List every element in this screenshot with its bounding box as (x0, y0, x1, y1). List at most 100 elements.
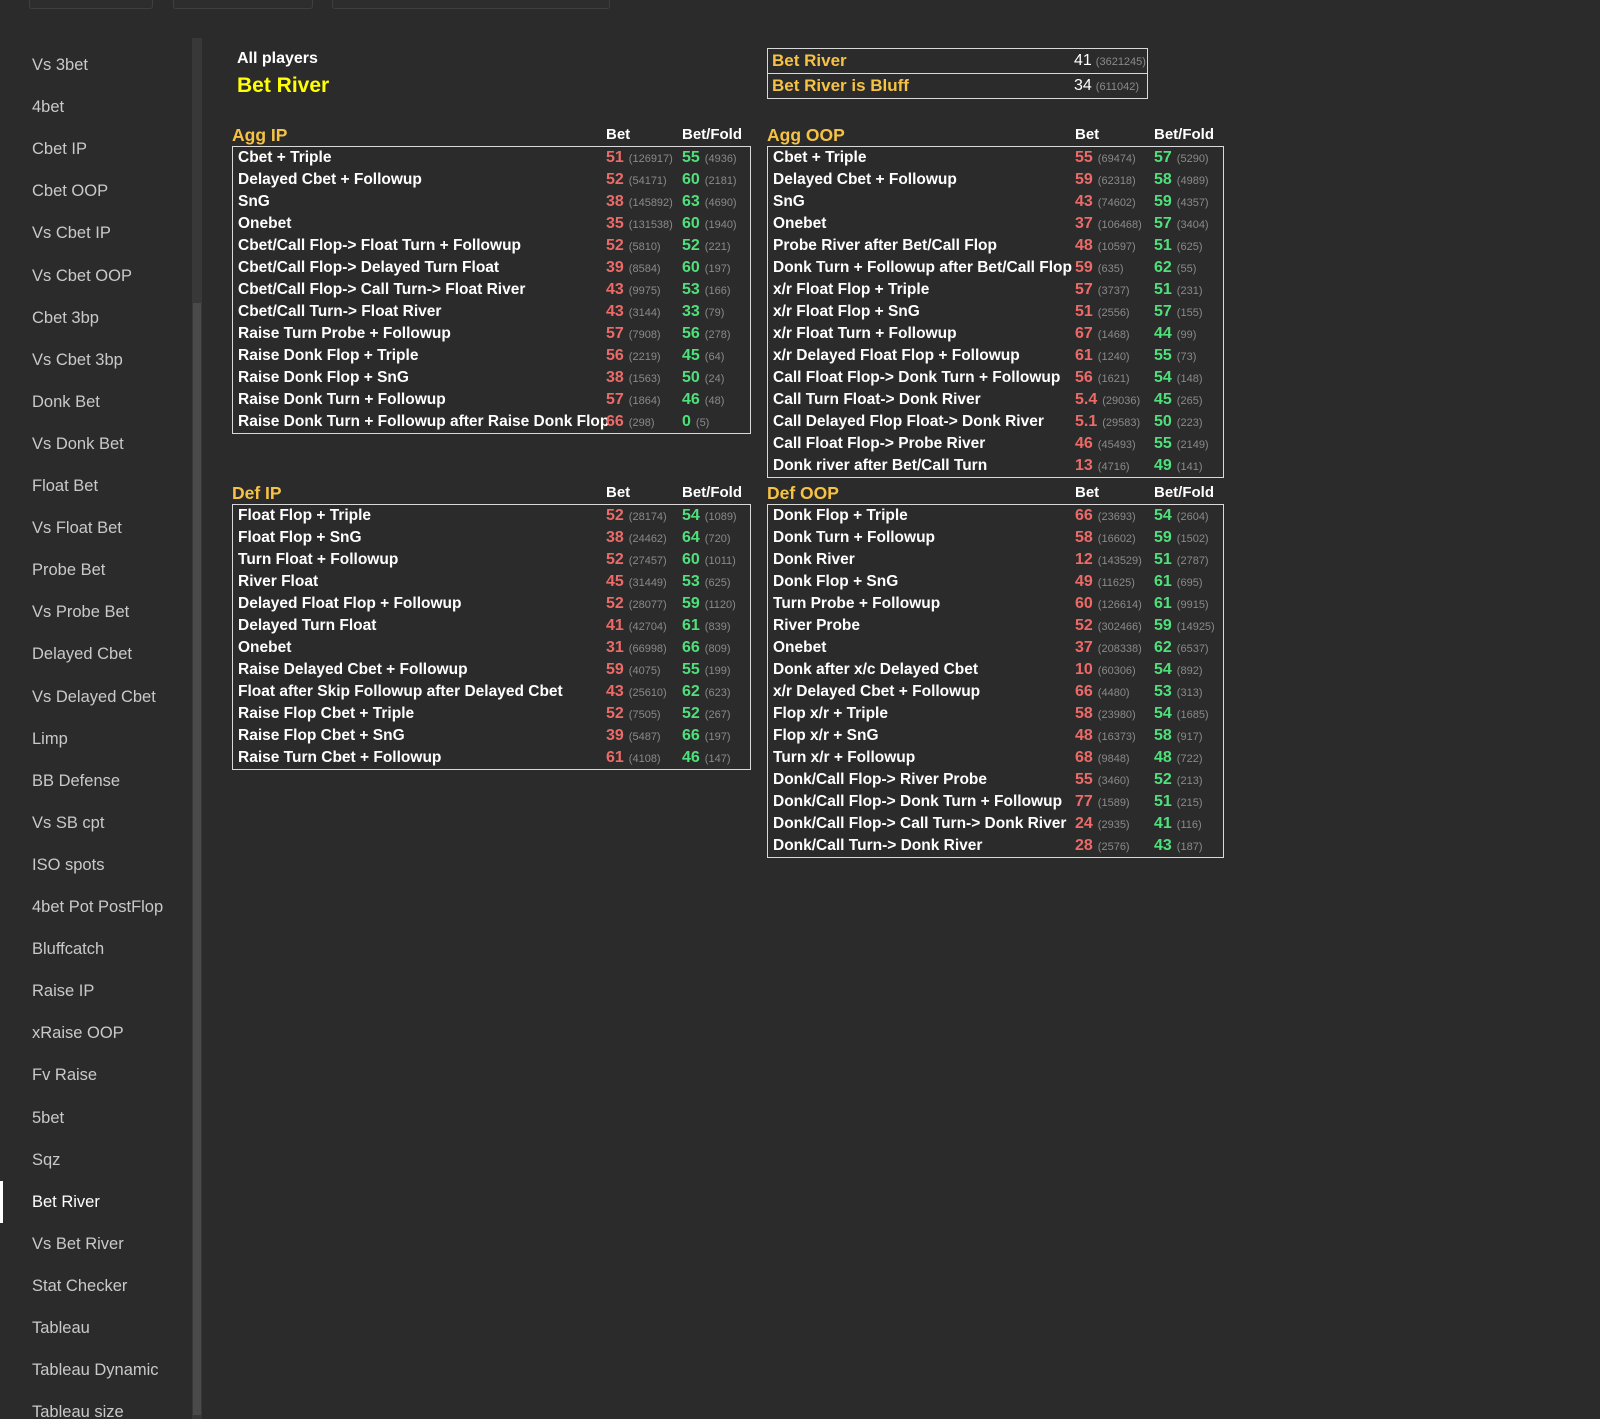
sidebar-item-probe-bet[interactable]: Probe Bet (32, 561, 106, 580)
bet-fold-count: (1502) (1176, 533, 1209, 545)
row-label: x/r Float Turn + Followup (773, 325, 957, 342)
bet-value: 28 (2576) (1075, 835, 1130, 858)
bet-fold-count: (625) (704, 577, 731, 589)
table-row: Donk Flop + Triple 66 (23693) 54 (2604) (768, 505, 1223, 527)
row-label: Raise Donk Turn + Followup (238, 391, 446, 408)
bet-fold-count: (839) (704, 621, 731, 633)
bet-value: 61 (1240) (1075, 345, 1130, 368)
summary-value-count: (3621245) (1095, 56, 1146, 68)
bet-fold-count: (147) (704, 753, 731, 765)
column-header-bet-fold: Bet/Fold (1154, 126, 1214, 143)
sidebar-item-cbet-ip[interactable]: Cbet IP (32, 140, 88, 159)
column-header-bet: Bet (1075, 484, 1100, 501)
table-row: Delayed Cbet + Followup 52 (54171) 60 (2181) (233, 169, 750, 191)
row-label: Float after Skip Followup after Delayed … (238, 683, 563, 700)
sidebar-item-raise-ip[interactable]: Raise IP (32, 982, 95, 1001)
sidebar-item-cbet-oop[interactable]: Cbet OOP (32, 182, 109, 201)
top-tab-1[interactable] (29, 0, 153, 9)
row-label: Donk/Call Turn-> Donk River (773, 837, 983, 854)
sidebar-scrollbar-thumb[interactable] (193, 303, 201, 1415)
bet-percent: 52 (606, 551, 624, 568)
bet-percent: 68 (1075, 749, 1093, 766)
row-label: Call Turn Float-> Donk River (773, 391, 981, 408)
sidebar-item-donk-bet[interactable]: Donk Bet (32, 392, 100, 411)
bet-value: 43 (3144) (606, 301, 661, 324)
top-tab-2[interactable] (173, 0, 313, 9)
bet-count: (1589) (1097, 797, 1130, 809)
bet-fold-count: (73) (1176, 351, 1197, 363)
sidebar-item-float-bet[interactable]: Float Bet (32, 477, 99, 495)
sidebar-item-5bet[interactable]: 5bet (32, 1108, 65, 1127)
sidebar-item-vs-3bet[interactable]: Vs 3bet (32, 56, 88, 74)
bet-percent: 43 (606, 683, 624, 700)
bet-percent: 52 (1075, 617, 1093, 634)
sidebar-item-vs-donk-bet[interactable]: Vs Donk Bet (32, 434, 124, 453)
sidebar-item-iso-spots[interactable]: ISO spots (32, 855, 105, 874)
bet-percent: 66 (1075, 683, 1093, 700)
row-label: Donk Turn + Followup after Bet/Call Flop (773, 259, 1072, 276)
bet-fold-count: (3404) (1176, 219, 1209, 231)
bet-fold-count: (623) (704, 687, 731, 699)
table-row: Raise Flop Cbet + Triple 52 (7505) 52 (267) (233, 703, 750, 725)
summary-label: Bet River (772, 51, 847, 70)
bet-fold-percent: 52 (1154, 771, 1172, 788)
row-label: Turn x/r + Followup (773, 749, 916, 766)
row-label: Raise Turn Cbet + Followup (238, 749, 442, 766)
sidebar-item-tableau-size[interactable]: Tableau size (32, 1403, 124, 1419)
bet-fold-percent: 43 (1154, 837, 1172, 854)
bet-count: (31449) (628, 577, 667, 589)
bet-percent: 38 (606, 529, 624, 546)
bet-fold-count: (720) (704, 533, 731, 545)
sidebar-item-fv-raise[interactable]: Fv Raise (32, 1066, 98, 1085)
bet-fold-count: (4936) (704, 153, 737, 165)
sidebar-item-vs-sb-cpt[interactable]: Vs SB cpt (32, 813, 105, 832)
sidebar-item-bet-river[interactable]: Bet River (32, 1192, 100, 1211)
sidebar-item-4bet[interactable]: 4bet (32, 98, 65, 117)
bet-percent: 55 (1075, 149, 1093, 166)
row-label: Probe River after Bet/Call Flop (773, 237, 997, 254)
sidebar-item-stat-checker[interactable]: Stat Checker (32, 1276, 128, 1295)
sidebar-item-bluffcatch[interactable]: Bluffcatch (32, 940, 105, 959)
sidebar-item-vs-probe-bet[interactable]: Vs Probe Bet (32, 603, 130, 622)
bet-value: 31 (66998) (606, 637, 667, 660)
bet-percent: 43 (606, 281, 624, 298)
row-label: Raise Donk Flop + Triple (238, 347, 419, 364)
sidebar-active-indicator (0, 1180, 3, 1223)
section-title: Def OOP (767, 483, 839, 503)
bet-count: (2556) (1097, 307, 1130, 319)
bet-fold-percent: 61 (682, 617, 700, 634)
bet-value: 66 (4480) (1075, 681, 1130, 704)
bet-fold-percent: 55 (682, 661, 700, 678)
sidebar-item-cbet-3bp[interactable]: Cbet 3bp (32, 308, 99, 327)
sidebar-item-vs-cbet-ip[interactable]: Vs Cbet IP (32, 224, 111, 243)
row-label: Donk Flop + Triple (773, 507, 908, 524)
sidebar-item-sqz[interactable]: Sqz (32, 1150, 61, 1169)
sidebar-item-tableau-dynamic[interactable]: Tableau Dynamic (32, 1361, 159, 1380)
bet-value: 59 (635) (1075, 257, 1123, 280)
top-tab-3[interactable] (332, 0, 610, 9)
sidebar-item-vs-float-bet[interactable]: Vs Float Bet (32, 519, 122, 538)
bet-count: (69474) (1097, 153, 1136, 165)
section-header: Agg OOP Bet Bet/Fold (767, 124, 1222, 146)
sidebar-item-4bet-pot-postflop[interactable]: 4bet Pot PostFlop (32, 898, 164, 916)
table-row: Turn x/r + Followup 68 (9848) 48 (722) (768, 747, 1223, 769)
sidebar-item-vs-cbet-3bp[interactable]: Vs Cbet 3bp (32, 350, 123, 369)
sidebar-item-delayed-cbet[interactable]: Delayed Cbet (32, 645, 132, 664)
bet-fold-percent: 45 (682, 347, 700, 364)
row-label: Cbet/Call Flop-> Delayed Turn Float (238, 259, 500, 276)
sidebar-item-limp[interactable]: Limp (32, 729, 68, 748)
sidebar-item-tableau[interactable]: Tableau (32, 1319, 90, 1337)
sidebar-item-vs-cbet-oop[interactable]: Vs Cbet OOP (32, 266, 132, 285)
sidebar-item-bb-defense[interactable]: BB Defense (32, 771, 121, 790)
sidebar-item-vs-delayed-cbet[interactable]: Vs Delayed Cbet (32, 687, 156, 706)
bet-fold-percent: 54 (682, 507, 700, 524)
bet-fold-count: (267) (704, 709, 731, 721)
table-row: Donk River 12 (143529) 51 (2787) (768, 549, 1223, 571)
bet-count: (298) (628, 417, 655, 429)
bet-percent: 49 (1075, 573, 1093, 590)
sidebar-item-xraise-oop[interactable]: xRaise OOP (32, 1024, 124, 1043)
bet-percent: 52 (606, 237, 624, 254)
section-header: Agg IP Bet Bet/Fold (232, 124, 749, 146)
bet-value: 68 (9848) (1075, 747, 1130, 770)
sidebar-item-vs-bet-river[interactable]: Vs Bet River (32, 1234, 124, 1253)
